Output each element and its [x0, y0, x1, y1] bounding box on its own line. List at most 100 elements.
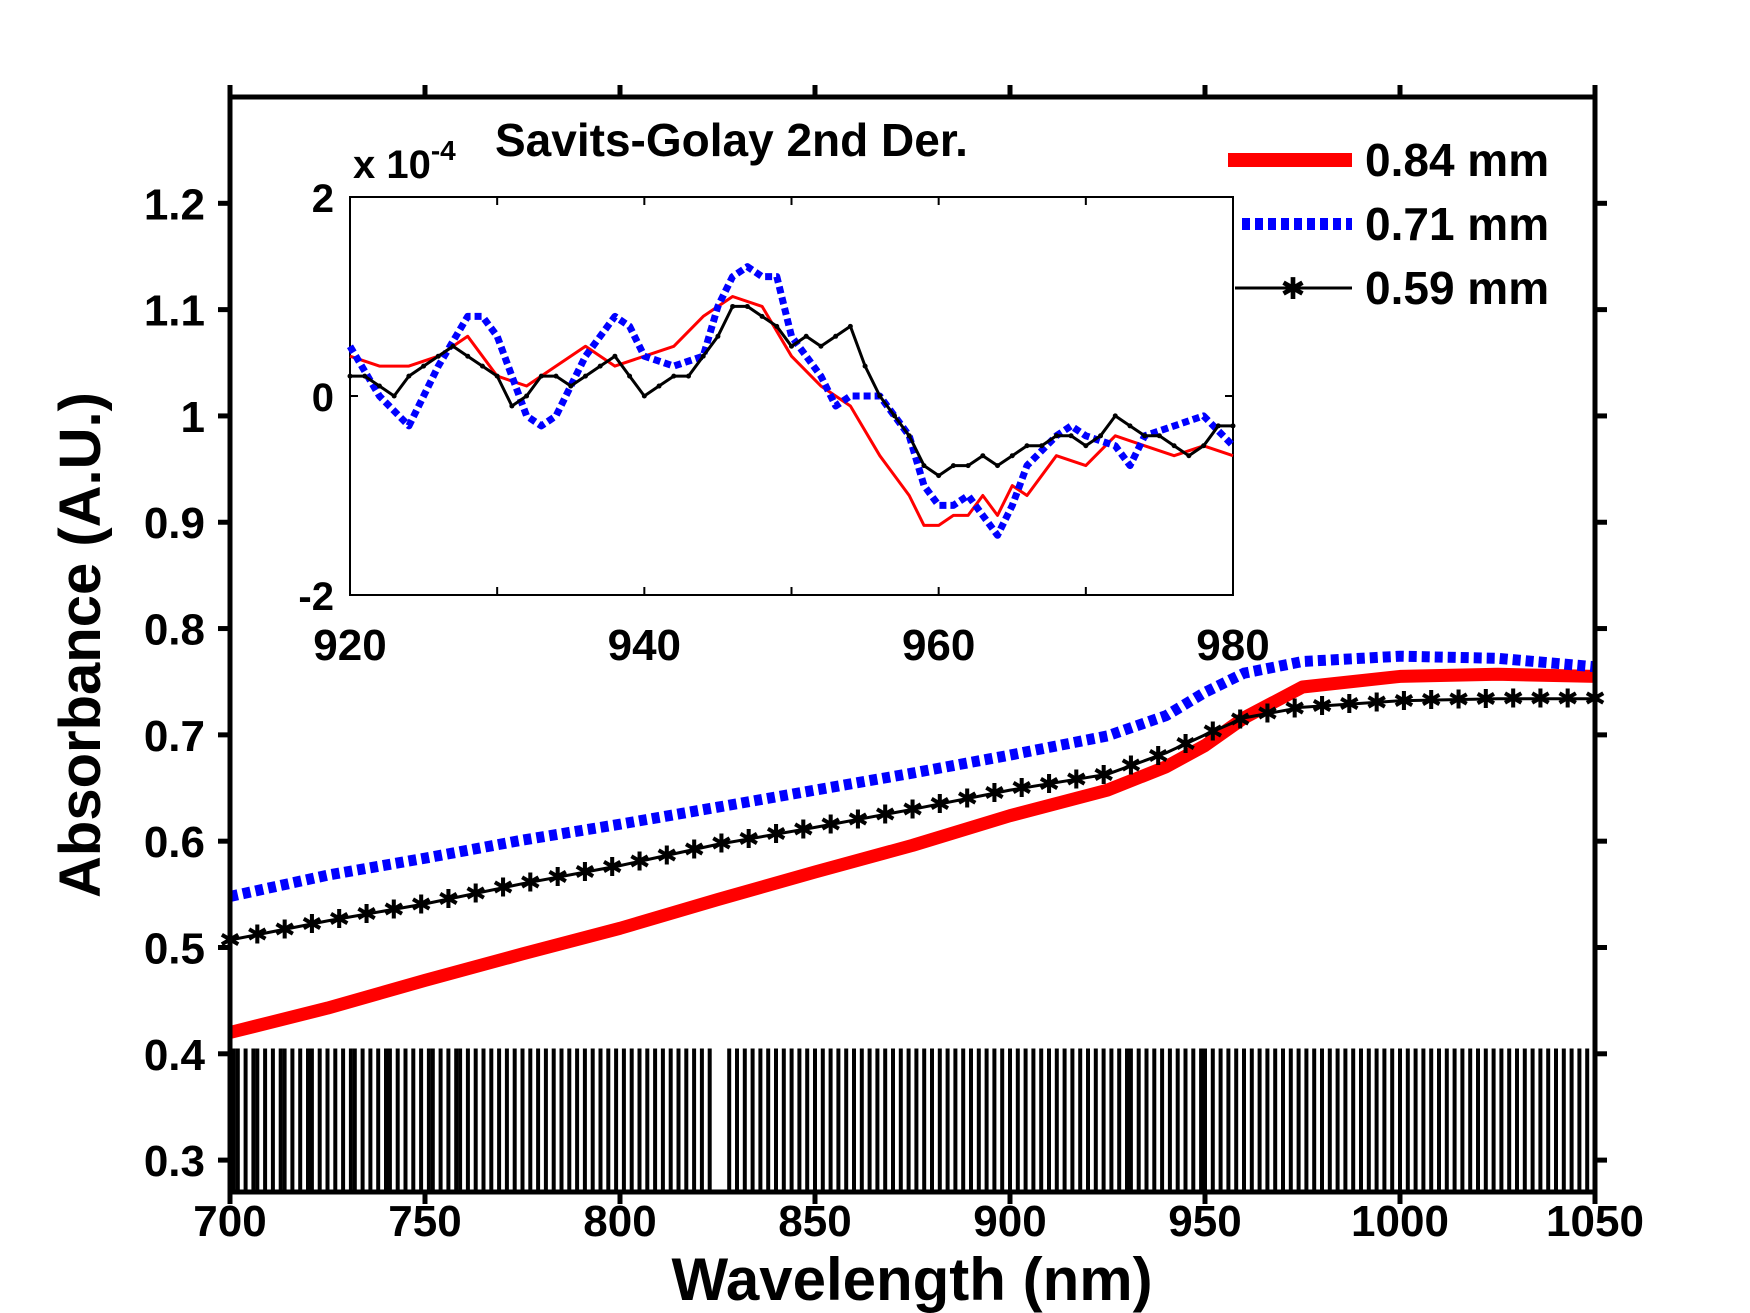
inset-series-marker-0.59-mm — [1098, 433, 1104, 439]
main-x-tick-label-700: 700 — [193, 1197, 266, 1246]
legend-marker-0.59-mm: ✱ — [1280, 273, 1305, 306]
inset-series-marker-0.59-mm — [450, 343, 456, 349]
series-marker-0.59-mm: ✱ — [765, 819, 787, 849]
series-marker-0.59-mm: ✱ — [1393, 686, 1415, 716]
inset-series-line-0.71-mm — [346, 263, 1236, 539]
series-marker-0.59-mm: ✱ — [574, 857, 596, 887]
inset-series-marker-0.59-mm — [995, 463, 1001, 469]
series-marker-0.59-mm: ✱ — [547, 862, 569, 892]
series-marker-0.59-mm: ✱ — [1038, 769, 1060, 799]
main-y-tick-label-0.3: 0.3 — [144, 1137, 205, 1186]
inset-series-marker-0.59-mm — [980, 453, 986, 459]
series-marker-0.59-mm: ✱ — [1120, 751, 1142, 781]
series-marker-0.59-mm: ✱ — [1284, 694, 1306, 724]
series-marker-0.59-mm: ✱ — [929, 789, 951, 819]
legend-background — [1232, 136, 1587, 328]
series-marker-0.59-mm: ✱ — [1557, 684, 1579, 714]
series-marker-0.59-mm: ✱ — [1093, 760, 1115, 790]
series-line-0.71-mm — [228, 650, 1596, 902]
series-marker-0.59-mm: ✱ — [874, 799, 896, 829]
main-plot-frame — [227, 94, 1598, 1195]
inset-series-marker-0.59-mm — [362, 373, 368, 379]
inset-series-marker-0.59-mm — [847, 323, 853, 329]
inset-series-marker-0.59-mm — [862, 363, 868, 369]
inset-series-marker-0.59-mm — [435, 353, 441, 359]
series-marker-0.59-mm: ✱ — [492, 873, 514, 903]
legend-label-0.59-mm: 0.59 mm — [1365, 262, 1549, 314]
series-marker-0.59-mm: ✱ — [1475, 684, 1497, 714]
series-marker-0.59-mm: ✱ — [792, 814, 814, 844]
inset-title: Savits-Golay 2nd Der. — [495, 114, 968, 166]
series-marker-0.59-mm: ✱ — [629, 846, 651, 876]
inset-scale-exponent: -4 — [431, 135, 456, 166]
series-line-0.84-mm — [228, 667, 1596, 1039]
series-marker-0.59-mm: ✱ — [1229, 705, 1251, 735]
selected-wavelength-bands — [231, 1048, 1590, 1192]
inset-scale-base: x 10 — [353, 143, 431, 187]
main-y-tick-label-0.4: 0.4 — [144, 1031, 206, 1080]
inset-series-marker-0.59-mm — [921, 463, 927, 469]
series-marker-0.59-mm: ✱ — [328, 904, 350, 934]
series-marker-0.59-mm: ✱ — [601, 852, 623, 882]
series-marker-0.59-mm: ✱ — [1420, 685, 1442, 715]
series-marker-0.59-mm: ✱ — [1338, 689, 1360, 719]
series-marker-0.59-mm: ✱ — [1311, 691, 1333, 721]
inset-series-marker-0.59-mm — [494, 373, 500, 379]
main-x-tick-label-800: 800 — [583, 1197, 656, 1246]
inset-series-marker-0.59-mm — [347, 373, 353, 379]
inset-series-marker-0.59-mm — [391, 393, 397, 399]
series-marker-0.59-mm: ✱ — [383, 894, 405, 924]
inset-series-marker-0.59-mm — [730, 303, 736, 309]
legend-label-0.71-mm: 0.71 mm — [1365, 198, 1549, 250]
inset-series-marker-0.59-mm — [376, 383, 382, 389]
series-marker-0.59-mm: ✱ — [465, 878, 487, 908]
inset-series-marker-0.59-mm — [406, 373, 412, 379]
series-marker-0.59-mm: ✱ — [1257, 699, 1279, 729]
inset-x-tick-label-940: 940 — [608, 621, 681, 670]
inset-plot: 920 940 960 980 -2 0 2 x 10-4 Savits-Golay 2n… — [298, 114, 1269, 670]
series-marker-0.59-mm: ✱ — [246, 920, 268, 950]
inset-series-marker-0.59-mm — [715, 333, 721, 339]
main-y-tick-label-1: 1 — [181, 393, 205, 442]
inset-y-ticks: -2 0 2 — [298, 177, 1233, 619]
inset-series-marker-0.59-mm — [803, 333, 809, 339]
series-marker-0.59-mm: ✱ — [301, 909, 323, 939]
main-x-tick-label-850: 850 — [778, 1197, 851, 1246]
inset-series-marker-0.59-mm — [759, 313, 765, 319]
inset-plot-frame — [349, 196, 1234, 596]
inset-x-tick-label-980: 980 — [1196, 621, 1269, 670]
main-x-tick-label-900: 900 — [973, 1197, 1046, 1246]
inset-x-tick-label-960: 960 — [902, 621, 975, 670]
inset-series-marker-0.59-mm — [700, 353, 706, 359]
inset-x-tick-label-920: 920 — [313, 621, 386, 670]
inset-y-tick-label-0: 0 — [312, 376, 334, 420]
main-x-tick-label-1000: 1000 — [1351, 1197, 1449, 1246]
inset-scale-label: x 10-4 — [353, 135, 456, 187]
series-marker-0.59-mm: ✱ — [1175, 729, 1197, 759]
main-y-tick-label-1.2: 1.2 — [144, 180, 205, 229]
series-marker-0.59-mm: ✱ — [519, 867, 541, 897]
inset-series-marker-0.59-mm — [627, 373, 633, 379]
main-y-tick-label-1.1: 1.1 — [144, 287, 205, 336]
series-marker-0.59-mm: ✱ — [410, 890, 432, 920]
main-series-group: ✱ ✱ ✱ ✱ ✱ ✱ ✱ ✱ ✱ ✱ ✱ ✱ ✱ ✱ ✱ ✱ ✱ ✱ ✱ ✱ ✱ ✱ ✱ ✱ ✱ ✱ ✱ ✱ ✱ ✱ ✱ ✱ ✱ ✱ ✱ ✱ ✱ ✱ ✱ ✱… — [219, 650, 1606, 1039]
series-marker-0.59-mm: ✱ — [1011, 773, 1033, 803]
inset-series-marker-0.59-mm — [1186, 453, 1192, 459]
series-marker-0.59-mm: ✱ — [738, 824, 760, 854]
series-marker-0.59-mm: ✱ — [1366, 687, 1388, 717]
inset-series-marker-0.59-mm — [524, 393, 530, 399]
main-y-tick-label-0.6: 0.6 — [144, 818, 205, 867]
series-marker-0.59-mm: ✱ — [1530, 684, 1552, 714]
inset-series-marker-0.59-mm — [1068, 433, 1074, 439]
inset-series-marker-0.59-mm — [568, 383, 574, 389]
inset-series-marker-0.59-mm — [936, 473, 942, 479]
inset-series-marker-0.59-mm — [479, 363, 485, 369]
inset-series-marker-0.59-mm — [656, 383, 662, 389]
main-y-tick-label-0.5: 0.5 — [144, 924, 205, 973]
series-marker-0.59-mm: ✱ — [356, 899, 378, 929]
inset-series-marker-0.59-mm — [641, 393, 647, 399]
inset-series-marker-0.59-mm — [1024, 443, 1030, 449]
inset-series-marker-0.59-mm — [612, 353, 618, 359]
main-y-ticks: 0.3 0.4 0.5 0.6 0.7 0.8 0.9 1 1.1 1.2 — [144, 180, 1607, 1186]
